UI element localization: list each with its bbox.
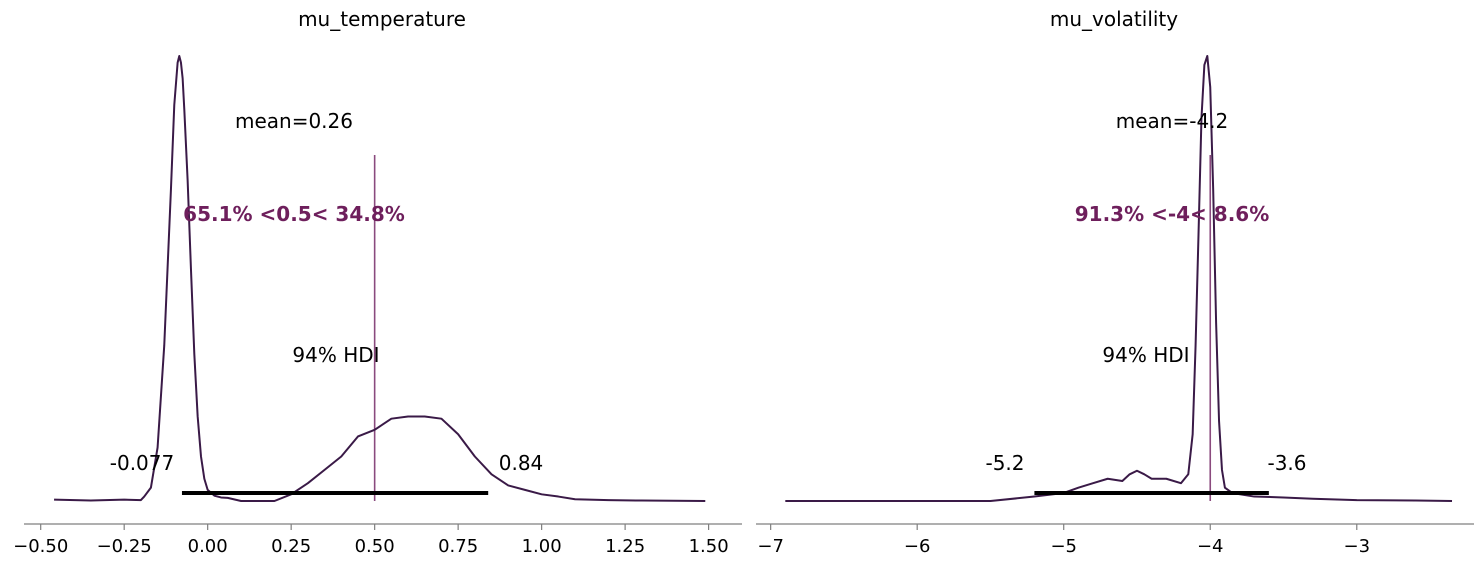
x-tick-label: −7 <box>757 536 784 557</box>
kde-density-curve <box>54 55 706 502</box>
x-tick-label: 0.50 <box>355 536 395 557</box>
x-tick-label: −4 <box>1197 536 1224 557</box>
x-ticks: −7 −6 −5 −4 −3 <box>757 524 1370 557</box>
x-tick-label: 1.00 <box>522 536 562 557</box>
panel-mu-volatility: mu_volatility −7 −6 −5 −4 −3 mean=-4.2 91.3%… <box>756 7 1474 557</box>
x-tick-label: −0.25 <box>97 536 152 557</box>
x-tick-label: 0.00 <box>188 536 228 557</box>
hdi-low-label: -5.2 <box>985 451 1024 475</box>
panel-mu-temperature: mu_temperature −0.50 −0.25 0.00 0.25 0.50 0.7… <box>13 7 742 557</box>
x-tick-label: −0.50 <box>13 536 68 557</box>
hdi-label: 94% HDI <box>292 343 379 367</box>
x-tick-label: −6 <box>904 536 931 557</box>
panel-title: mu_temperature <box>298 7 466 31</box>
reference-percent-label: 91.3% <-4< 8.6% <box>1075 202 1270 226</box>
reference-percent-label: 65.1% <0.5< 34.8% <box>183 202 405 226</box>
panel-title: mu_volatility <box>1050 7 1178 31</box>
hdi-label: 94% HDI <box>1102 343 1189 367</box>
x-tick-label: 1.50 <box>689 536 729 557</box>
x-tick-label: 1.25 <box>605 536 645 557</box>
x-tick-label: −3 <box>1344 536 1371 557</box>
hdi-high-label: 0.84 <box>499 451 544 475</box>
x-ticks: −0.50 −0.25 0.00 0.25 0.50 0.75 1.00 1.25 1.50 <box>13 524 729 557</box>
x-tick-label: 0.25 <box>271 536 311 557</box>
hdi-high-label: -3.6 <box>1267 451 1306 475</box>
x-tick-label: −5 <box>1050 536 1077 557</box>
x-tick-label: 0.75 <box>438 536 478 557</box>
mean-label: mean=-4.2 <box>1116 109 1229 133</box>
mean-label: mean=0.26 <box>235 109 353 133</box>
hdi-low-label: -0.077 <box>110 451 174 475</box>
